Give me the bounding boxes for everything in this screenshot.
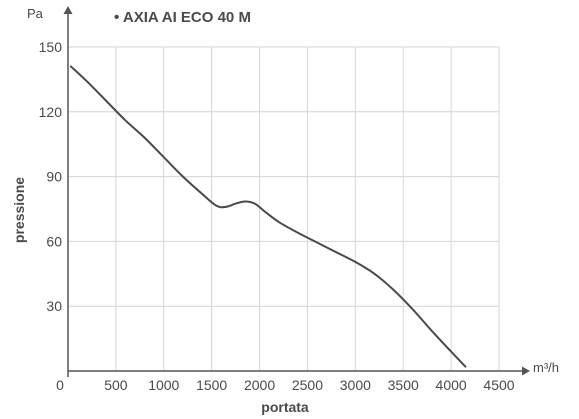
grid — [68, 46, 500, 371]
y-axis-arrow — [63, 6, 73, 14]
y-tick-label: 90 — [46, 169, 62, 185]
x-tick-label: 4500 — [483, 377, 514, 393]
x-tick-label: 4000 — [436, 377, 467, 393]
x-axis-arrow — [522, 366, 530, 376]
x-tick-label: 1500 — [196, 377, 227, 393]
y-tick-label: 120 — [39, 104, 63, 120]
x-tick-label: 2000 — [244, 377, 275, 393]
y-axis-label: pressione — [11, 177, 27, 243]
x-tick-label: 3500 — [388, 377, 419, 393]
x-axis-label: portata — [261, 399, 309, 415]
x-tick-label: 1000 — [148, 377, 179, 393]
y-tick-label: 30 — [46, 298, 62, 314]
axes — [63, 6, 530, 377]
x-tick-label: 2500 — [292, 377, 323, 393]
series-line — [69, 65, 467, 368]
y-tick-label: 60 — [46, 233, 62, 249]
x-tick-labels: 0 500 1000 1500 2000 2500 3000 3500 4000 4500 — [56, 377, 515, 393]
y-tick-label: 150 — [39, 39, 63, 55]
y-tick-labels: 30 60 90 120 150 — [39, 39, 63, 314]
x-tick-label: 500 — [104, 377, 128, 393]
y-unit-label: Pa — [27, 6, 44, 21]
chart-title: • AXIA AI ECO 40 M — [114, 9, 251, 26]
x-tick-label: 0 — [56, 377, 64, 393]
series — [69, 65, 467, 368]
x-unit-label: m³/h — [533, 360, 559, 375]
x-tick-label: 3000 — [340, 377, 371, 393]
